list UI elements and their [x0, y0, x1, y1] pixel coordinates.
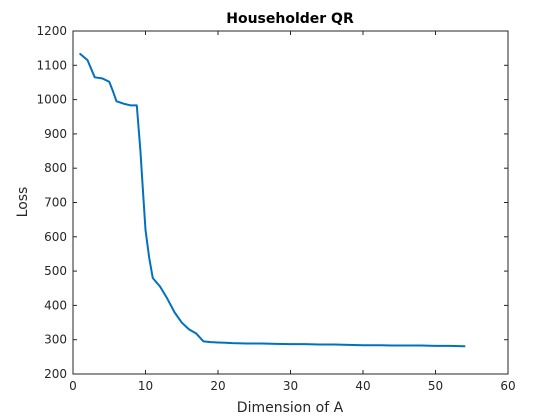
x-axis-ticks: 0 10 20 30 40 50 60 [69, 31, 516, 393]
y-tick-label: 500 [44, 264, 67, 278]
y-tick-label: 300 [44, 333, 67, 347]
x-tick-label: 40 [355, 379, 370, 393]
y-tick-label: 1000 [36, 93, 67, 107]
axes-box [72, 30, 509, 375]
y-tick-label: 900 [44, 127, 67, 141]
y-tick-label: 700 [44, 196, 67, 210]
x-tick-label: 0 [69, 379, 77, 393]
x-tick-label: 20 [210, 379, 225, 393]
y-tick-label: 600 [44, 230, 67, 244]
x-tick-label: 50 [428, 379, 443, 393]
y-tick-label: 400 [44, 298, 67, 312]
y-tick-label: 1100 [36, 58, 67, 72]
plot-area [73, 31, 508, 374]
y-axis-label: Loss [15, 187, 31, 218]
x-tick-label: 60 [500, 379, 515, 393]
series-line [79, 52, 466, 348]
x-tick-label: 30 [283, 379, 298, 393]
y-axis-ticks: 200 300 400 500 600 700 800 900 1000 1100 1200 [36, 24, 508, 381]
x-axis-label: Dimension of A [237, 400, 344, 416]
x-tick-label: 10 [138, 379, 153, 393]
chart-title: Householder QR [226, 11, 354, 27]
y-tick-label: 1200 [36, 24, 67, 38]
series-layer [79, 52, 466, 348]
y-tick-label: 200 [44, 367, 67, 381]
y-tick-label: 800 [44, 161, 67, 175]
